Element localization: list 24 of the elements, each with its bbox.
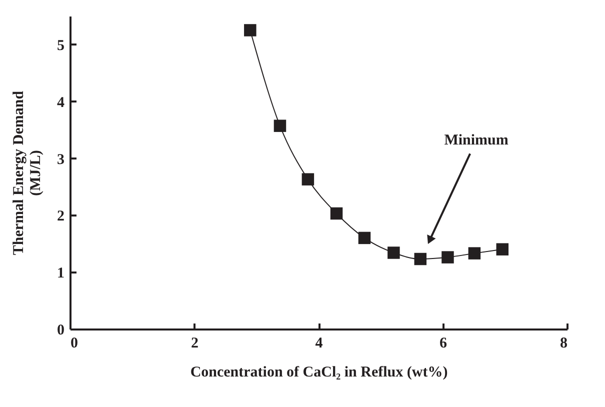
x-tick-label: 4 <box>315 336 324 352</box>
point <box>244 24 256 36</box>
y-axis-title: Thermal Energy Demand (MJ/L) <box>11 90 44 256</box>
y-tick-label: 4 <box>57 94 65 111</box>
y-tick-label: 3 <box>57 152 64 168</box>
point <box>388 246 400 259</box>
y-tick-label: 2 <box>57 208 64 225</box>
point <box>330 207 343 220</box>
point <box>496 243 509 256</box>
x-tick-label: 8 <box>560 336 568 352</box>
annotation: Minimum <box>444 132 509 148</box>
y-tick-label: 0 <box>57 322 64 338</box>
point <box>468 247 481 260</box>
point <box>414 252 427 266</box>
y-tick-label: 5 <box>57 38 64 54</box>
y-tick-label: 1 <box>57 266 64 282</box>
point <box>442 251 454 264</box>
point <box>358 232 371 244</box>
x-axis-title: Concentration of CaCl₂ in Reflux (wt%) <box>190 364 448 380</box>
x-tick-label: 0 <box>70 336 78 352</box>
point <box>274 120 286 132</box>
x-tick-label: 2 <box>191 336 198 352</box>
point <box>302 173 314 186</box>
x-tick-label: 6 <box>440 336 448 352</box>
